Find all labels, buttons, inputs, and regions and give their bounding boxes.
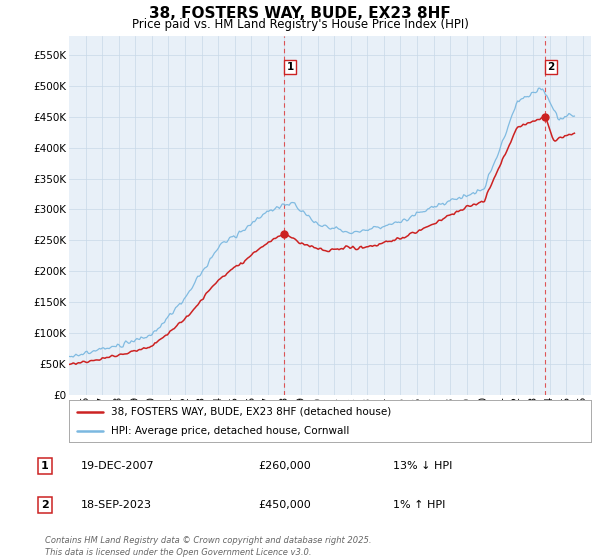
Text: 38, FOSTERS WAY, BUDE, EX23 8HF: 38, FOSTERS WAY, BUDE, EX23 8HF <box>149 6 451 21</box>
Text: Contains HM Land Registry data © Crown copyright and database right 2025.
This d: Contains HM Land Registry data © Crown c… <box>45 536 371 557</box>
Text: 38, FOSTERS WAY, BUDE, EX23 8HF (detached house): 38, FOSTERS WAY, BUDE, EX23 8HF (detache… <box>111 407 391 417</box>
Text: 1% ↑ HPI: 1% ↑ HPI <box>393 500 445 510</box>
Text: 1: 1 <box>286 62 293 72</box>
Text: HPI: Average price, detached house, Cornwall: HPI: Average price, detached house, Corn… <box>111 426 349 436</box>
Text: £260,000: £260,000 <box>258 461 311 471</box>
Text: 2: 2 <box>41 500 49 510</box>
Text: Price paid vs. HM Land Registry's House Price Index (HPI): Price paid vs. HM Land Registry's House … <box>131 18 469 31</box>
Text: £450,000: £450,000 <box>258 500 311 510</box>
Text: 2: 2 <box>547 62 554 72</box>
Text: 1: 1 <box>41 461 49 471</box>
Text: 18-SEP-2023: 18-SEP-2023 <box>81 500 152 510</box>
Text: 19-DEC-2007: 19-DEC-2007 <box>81 461 155 471</box>
Text: 13% ↓ HPI: 13% ↓ HPI <box>393 461 452 471</box>
